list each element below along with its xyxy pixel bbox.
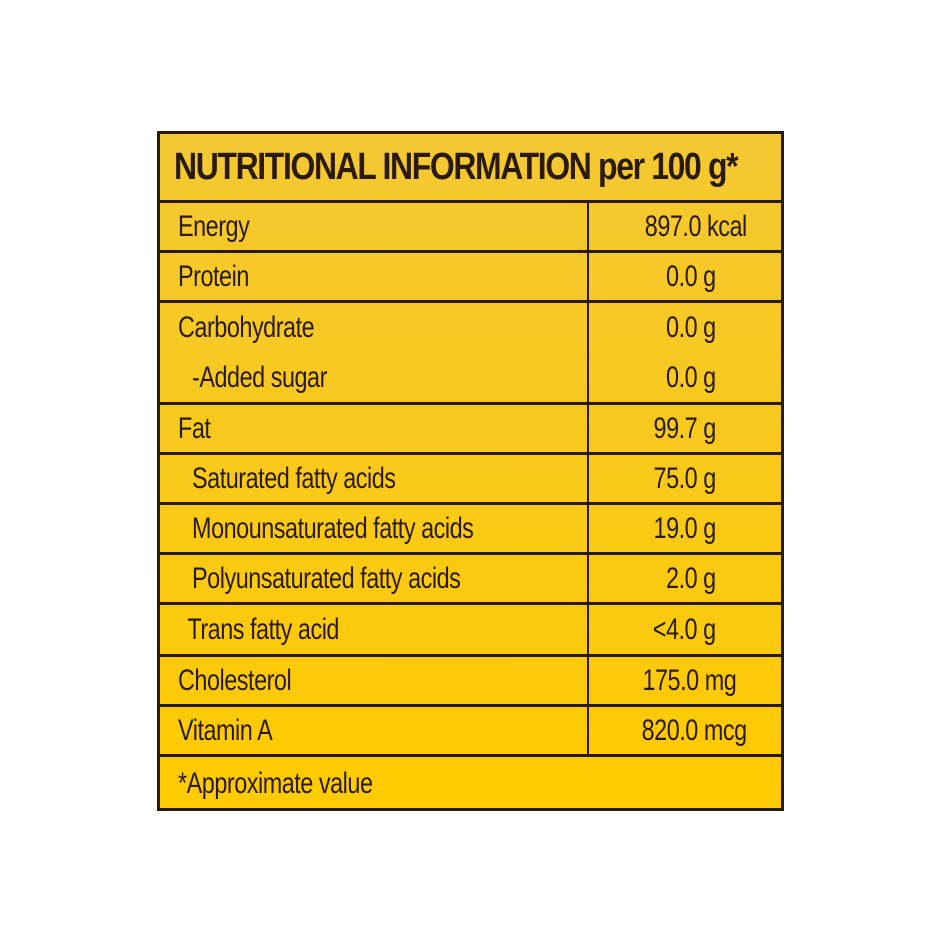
nutrient-value-cell: 820.0 mcg xyxy=(589,707,781,754)
nutrient-subvalue: 0.0 g xyxy=(666,360,716,394)
nutrient-name-cell: Saturated fatty acids xyxy=(160,455,589,502)
nutrient-value-cell: 99.7 g xyxy=(589,405,781,452)
nutrient-name-cell: Monounsaturated fatty acids xyxy=(160,505,589,552)
nutrient-value: 19.0 g xyxy=(653,511,717,545)
table-row-polyunsaturated-fat: Polyunsaturated fatty acids 2.0 g xyxy=(160,555,781,605)
nutrient-name-cell: Cholesterol xyxy=(160,657,589,704)
nutrient-name-cell: Carbohydrate -Added sugar xyxy=(160,303,589,402)
nutrient-name: Energy xyxy=(178,209,250,243)
nutrient-value: 820.0 mcg xyxy=(641,713,748,747)
nutrient-name: Cholesterol xyxy=(178,663,292,697)
nutrient-name-cell: Protein xyxy=(160,253,589,300)
nutrient-name-cell: Vitamin A xyxy=(160,707,589,754)
table-row-saturated-fat: Saturated fatty acids 75.0 g xyxy=(160,455,781,505)
nutrient-value: 75.0 g xyxy=(653,461,717,495)
nutrient-name: Fat xyxy=(178,411,211,445)
nutrient-name: Protein xyxy=(178,259,249,293)
nutrient-value: 0.0 g xyxy=(666,259,716,293)
nutrient-value: 175.0 mg xyxy=(642,663,736,697)
nutrient-name-cell: Fat xyxy=(160,405,589,452)
nutrient-name-cell: Polyunsaturated fatty acids xyxy=(160,555,589,602)
nutrient-value-cell: <4.0 g xyxy=(589,605,781,654)
nutrient-value-cell: 0.0 g 0.0 g xyxy=(589,303,781,402)
nutrient-name: Vitamin A xyxy=(178,713,273,747)
nutrient-value-cell: 2.0 g xyxy=(589,555,781,602)
nutrient-value-cell: 0.0 g xyxy=(589,253,781,300)
table-row-monounsaturated-fat: Monounsaturated fatty acids 19.0 g xyxy=(160,505,781,555)
nutrient-name-cell: Trans fatty acid xyxy=(160,605,589,654)
table-row-cholesterol: Cholesterol 175.0 mg xyxy=(160,657,781,707)
footnote: *Approximate value xyxy=(160,757,781,811)
table-row-protein: Protein 0.0 g xyxy=(160,253,781,303)
nutrient-value: <4.0 g xyxy=(653,612,716,646)
nutrient-value-cell: 75.0 g xyxy=(589,455,781,502)
nutrient-value-cell: 175.0 mg xyxy=(589,657,781,704)
nutrient-name: Carbohydrate xyxy=(178,310,315,344)
nutrient-name: Saturated fatty acids xyxy=(192,461,396,495)
nutrient-value: 897.0 kcal xyxy=(645,209,747,243)
nutrient-name-cell: Energy xyxy=(160,203,589,250)
nutrient-name: Monounsaturated fatty acids xyxy=(192,511,474,545)
table-row-vitamin-a: Vitamin A 820.0 mcg xyxy=(160,707,781,757)
nutrient-value: 0.0 g xyxy=(666,310,716,344)
nutrient-name: Trans fatty acid xyxy=(187,612,339,646)
nutrition-title: NUTRITIONAL INFORMATION per 100 g* xyxy=(160,134,781,203)
nutrition-label: NUTRITIONAL INFORMATION per 100 g* Energ… xyxy=(157,131,784,811)
table-row-trans-fat: Trans fatty acid <4.0 g xyxy=(160,605,781,657)
table-row-carbohydrate: Carbohydrate -Added sugar 0.0 g 0.0 g xyxy=(160,303,781,405)
nutrient-value: 2.0 g xyxy=(666,561,716,595)
footnote-text: *Approximate value xyxy=(178,767,373,800)
table-row-fat: Fat 99.7 g xyxy=(160,405,781,455)
nutrient-value: 99.7 g xyxy=(653,411,717,445)
nutrient-name: Polyunsaturated fatty acids xyxy=(192,561,461,595)
title-text: NUTRITIONAL INFORMATION per 100 g* xyxy=(174,145,739,188)
table-row-energy: Energy 897.0 kcal xyxy=(160,203,781,253)
nutrient-subname: -Added sugar xyxy=(192,360,327,394)
nutrient-value-cell: 897.0 kcal xyxy=(589,203,781,250)
nutrient-value-cell: 19.0 g xyxy=(589,505,781,552)
